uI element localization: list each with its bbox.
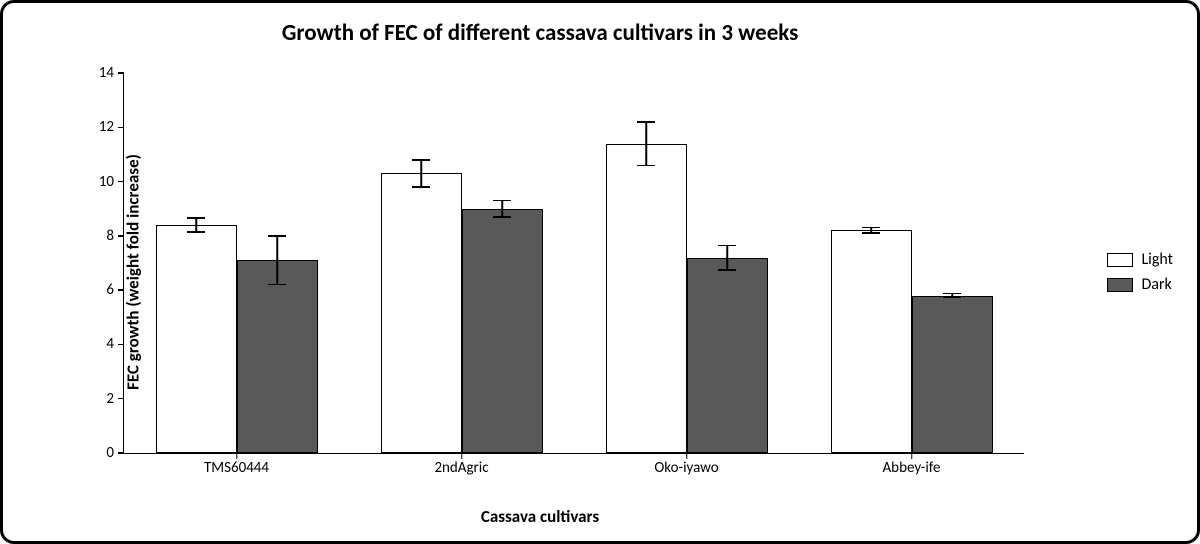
legend-item-dark: Dark xyxy=(1107,275,1173,294)
bar-dark xyxy=(462,209,543,453)
errorbar-cap xyxy=(268,284,286,286)
bar-light xyxy=(831,230,912,453)
errorbar-stem xyxy=(645,122,647,165)
ytick-mark xyxy=(118,289,124,291)
errorbar-cap xyxy=(187,217,205,219)
legend-swatch-light xyxy=(1107,253,1133,267)
bar-dark xyxy=(687,258,768,453)
errorbar-cap xyxy=(493,200,511,202)
ytick-label: 14 xyxy=(99,64,114,82)
legend-item-light: Light xyxy=(1107,250,1173,269)
ytick-label: 2 xyxy=(106,390,114,408)
ytick-label: 8 xyxy=(106,227,114,245)
errorbar-stem xyxy=(195,218,197,232)
ytick-mark xyxy=(118,235,124,237)
errorbar-cap xyxy=(718,269,736,271)
ytick-mark xyxy=(118,344,124,346)
xtick-label: 2ndAgric xyxy=(434,459,488,477)
errorbar-cap xyxy=(637,121,655,123)
xtick-label: Abbey-ife xyxy=(883,459,941,477)
errorbar-stem xyxy=(726,245,728,269)
x-axis-label: Cassava cultivars xyxy=(3,506,1077,527)
errorbar-cap xyxy=(943,297,961,299)
errorbar-stem xyxy=(501,201,503,217)
ytick-mark xyxy=(118,452,124,454)
errorbar-cap xyxy=(412,159,430,161)
chart-title: Growth of FEC of different cassava culti… xyxy=(3,19,1077,47)
errorbar-cap xyxy=(187,231,205,233)
plot-area: 02468101214TMS604442ndAgricOko-iyawoAbbe… xyxy=(123,73,1024,454)
ytick-mark xyxy=(118,72,124,74)
errorbar-stem xyxy=(276,236,278,285)
ytick-mark xyxy=(118,127,124,129)
legend-label-dark: Dark xyxy=(1141,275,1171,294)
legend-label-light: Light xyxy=(1141,250,1173,269)
ytick-mark xyxy=(118,398,124,400)
ytick-label: 6 xyxy=(106,281,114,299)
errorbar-cap xyxy=(493,216,511,218)
bar-light xyxy=(381,173,462,453)
errorbar-cap xyxy=(862,227,880,229)
errorbar-cap xyxy=(637,165,655,167)
bar-dark xyxy=(912,296,993,453)
chart-frame: Growth of FEC of different cassava culti… xyxy=(0,0,1200,544)
bar-dark xyxy=(237,260,318,453)
legend: Light Dark xyxy=(1107,244,1173,300)
xtick-label: Oko-iyawo xyxy=(654,459,718,477)
ytick-mark xyxy=(118,181,124,183)
ytick-label: 10 xyxy=(99,173,114,191)
errorbar-cap xyxy=(412,186,430,188)
errorbar-cap xyxy=(268,235,286,237)
errorbar-stem xyxy=(420,160,422,187)
legend-swatch-dark xyxy=(1107,278,1133,292)
ytick-label: 12 xyxy=(99,118,114,136)
errorbar-cap xyxy=(718,245,736,247)
errorbar-cap xyxy=(943,293,961,295)
bar-light xyxy=(156,225,237,453)
ytick-label: 0 xyxy=(106,444,114,462)
bar-light xyxy=(606,144,687,453)
errorbar-cap xyxy=(862,232,880,234)
xtick-label: TMS60444 xyxy=(204,459,269,477)
ytick-label: 4 xyxy=(106,335,114,353)
